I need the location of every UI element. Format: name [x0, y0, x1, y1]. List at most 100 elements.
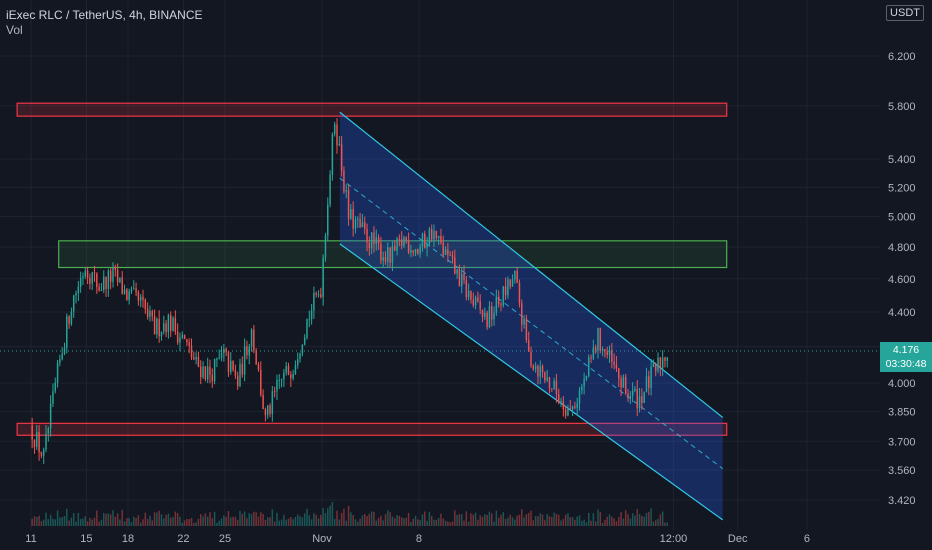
volume-bar — [456, 514, 458, 526]
candle-body — [260, 369, 262, 395]
candle-body — [200, 366, 202, 378]
volume-bar — [84, 516, 87, 526]
grid — [0, 0, 880, 530]
candle-body — [481, 309, 484, 317]
candle-body — [320, 294, 322, 297]
volume-bar — [236, 519, 239, 526]
time-axis[interactable]: 11 18 25 Nov 8 15 22 12:00 Dec 6 — [0, 530, 932, 550]
volume-bar — [137, 515, 140, 526]
volume-bar — [442, 518, 444, 526]
volume-bar — [52, 518, 54, 526]
volume-bar — [541, 514, 544, 526]
candle-body — [103, 276, 105, 291]
volume-bar — [72, 513, 75, 526]
candle-body — [126, 289, 128, 300]
volume-bar — [144, 512, 147, 526]
volume-bar — [497, 517, 500, 526]
volume-bar — [153, 512, 156, 526]
y-tick-label: 3.850 — [888, 407, 916, 419]
volume-bar — [366, 516, 368, 526]
volume-bar — [340, 512, 343, 526]
volume-bar — [66, 508, 68, 526]
candle-body — [553, 380, 555, 389]
volume-bar — [375, 520, 378, 526]
volume-bar — [666, 522, 669, 526]
volume-bar — [571, 516, 574, 526]
candle-body — [428, 228, 431, 245]
volume-bar — [433, 519, 435, 526]
volume-bar — [532, 520, 535, 526]
volume-bar — [294, 517, 297, 526]
y-tick-label: 6.200 — [888, 51, 916, 63]
volume-bar — [537, 516, 539, 526]
candle-body — [45, 433, 47, 450]
candle-body — [211, 374, 214, 382]
candle-body — [317, 294, 320, 296]
symbol-title[interactable]: iExec RLC / TetherUS, 4h, BINANCE — [6, 8, 203, 22]
volume-bar — [174, 511, 177, 526]
candle-body — [36, 432, 38, 447]
last-price-badge: 4.176 03:30:48 — [880, 342, 932, 372]
volume-bar — [363, 514, 366, 526]
time-axis-bg — [0, 530, 932, 550]
volume-bar — [657, 518, 659, 526]
volume-bar — [400, 517, 403, 526]
volume-bar — [313, 513, 315, 526]
candle-body — [624, 376, 627, 394]
candle-body — [599, 328, 602, 351]
volume-bar — [454, 510, 456, 526]
candle-body — [384, 257, 387, 262]
candle-body — [331, 134, 334, 175]
volume-bar — [592, 513, 595, 526]
volume-bar — [70, 517, 73, 526]
candle-body — [585, 375, 588, 380]
volume-bar — [426, 520, 428, 526]
volume-bar — [126, 518, 128, 526]
volume-bar — [338, 519, 341, 526]
candle-body — [451, 255, 454, 258]
candle-body — [135, 288, 137, 293]
candle-body — [213, 358, 216, 382]
volume-bar — [350, 512, 352, 526]
candle-body — [230, 360, 232, 372]
candle-body — [128, 291, 130, 300]
volume-bar — [352, 515, 354, 526]
volume-bar — [42, 519, 45, 526]
candle-body — [86, 270, 89, 278]
candle-body — [315, 292, 317, 295]
volume-bar — [225, 516, 227, 526]
volume-bar — [169, 517, 172, 526]
volume-bar — [306, 508, 308, 526]
candle-body — [571, 406, 574, 409]
candle-body — [308, 319, 311, 321]
volume-bar — [447, 521, 449, 526]
volume-bar — [107, 513, 110, 526]
volume-bar — [615, 521, 618, 526]
candle-body — [357, 218, 359, 220]
volume-bar — [119, 519, 121, 526]
volume-bar — [273, 521, 276, 526]
currency-badge[interactable]: USDT — [886, 5, 924, 21]
candle-body — [165, 323, 167, 333]
candle-body — [546, 377, 548, 381]
volume-bar — [290, 516, 292, 526]
candle-body — [236, 375, 239, 387]
y-tick-label: 4.000 — [888, 378, 916, 390]
volume-bar — [491, 513, 493, 526]
candle-body — [75, 293, 77, 296]
price-axis[interactable]: 6.200 5.800 5.400 5.200 5.000 4.800 4.600 4.400… — [880, 0, 932, 550]
volume-bar — [49, 514, 52, 526]
volume-label[interactable]: Vol — [6, 23, 23, 37]
volume-bar — [172, 517, 174, 526]
volume-bar — [218, 520, 220, 526]
volume-bar — [156, 512, 158, 526]
candle-body — [507, 279, 509, 296]
channel-mid-line — [339, 177, 724, 470]
volume-bar — [204, 513, 207, 526]
volume-bar — [160, 514, 163, 526]
candle-body — [329, 174, 331, 205]
candle-body — [93, 272, 96, 274]
volume-bar — [299, 516, 301, 526]
